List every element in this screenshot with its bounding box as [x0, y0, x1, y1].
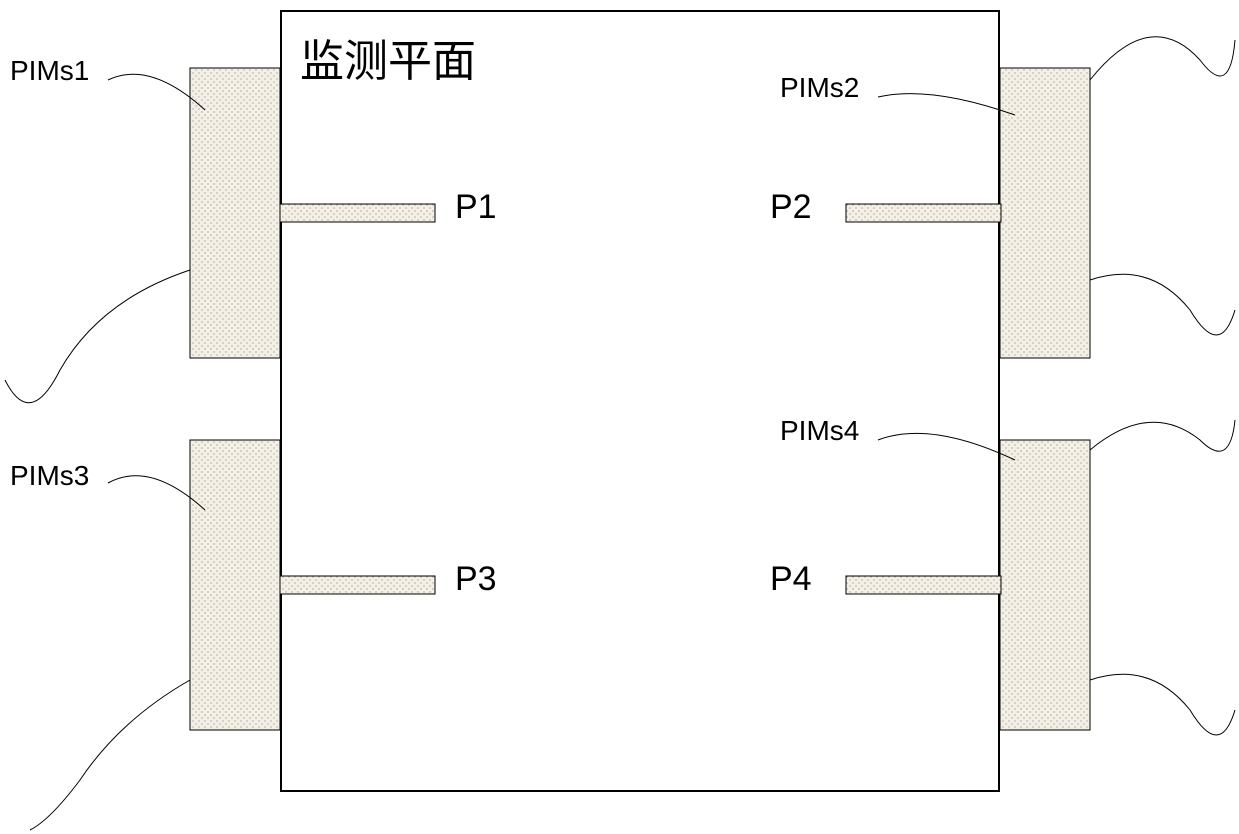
wire-pims3-leader	[108, 476, 205, 510]
wire-pims2-top	[1090, 37, 1235, 80]
wire-pims1-bottom	[5, 270, 190, 403]
monitoring-plane-box	[280, 10, 1000, 792]
pims4-label: PIMs4	[780, 415, 859, 447]
p3-label: P3	[455, 560, 497, 599]
pims2-label: PIMs2	[780, 72, 859, 104]
pims1-label: PIMs1	[10, 55, 89, 87]
wire-pims1-leader	[108, 74, 205, 110]
pims2-block	[1000, 68, 1090, 358]
wire-pims3-bottom	[30, 680, 190, 830]
pims1-block	[190, 68, 280, 358]
p2-label: P2	[770, 188, 812, 227]
pims3-block	[190, 440, 280, 730]
wire-pims4-bottom	[1090, 674, 1235, 735]
title-text: 监测平面	[300, 25, 476, 89]
wire-pims2-bottom	[1090, 274, 1235, 335]
pims3-label: PIMs3	[10, 460, 89, 492]
p4-label: P4	[770, 560, 812, 599]
pims4-block	[1000, 440, 1090, 730]
wire-pims4-top	[1090, 420, 1235, 451]
p1-label: P1	[455, 188, 497, 227]
